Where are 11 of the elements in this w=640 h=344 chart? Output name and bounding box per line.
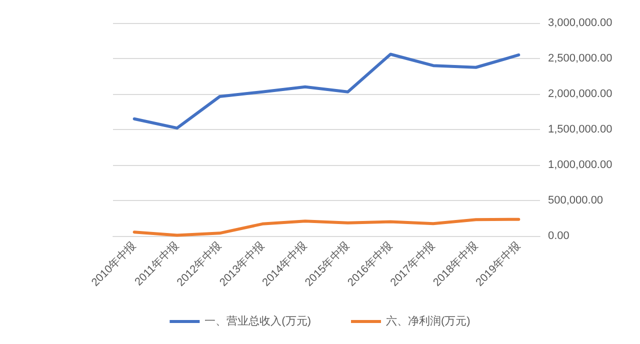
legend-label: 一、营业总收入(万元) — [204, 314, 311, 328]
line-series — [132, 218, 520, 237]
y-tick-label: 3,000,000.00 — [548, 17, 612, 29]
y-tick-label: 1,000,000.00 — [548, 159, 612, 171]
line-series — [132, 52, 520, 130]
y-tick-label: 1,500,000.00 — [548, 124, 612, 136]
legend-label: 六、净利润(万元) — [386, 314, 470, 328]
y-tick-label: 500,000.00 — [548, 194, 604, 206]
y-tick-label: 2,500,000.00 — [548, 52, 612, 64]
y-tick-label: 2,000,000.00 — [548, 88, 612, 100]
y-tick-label: 0.00 — [548, 230, 570, 242]
